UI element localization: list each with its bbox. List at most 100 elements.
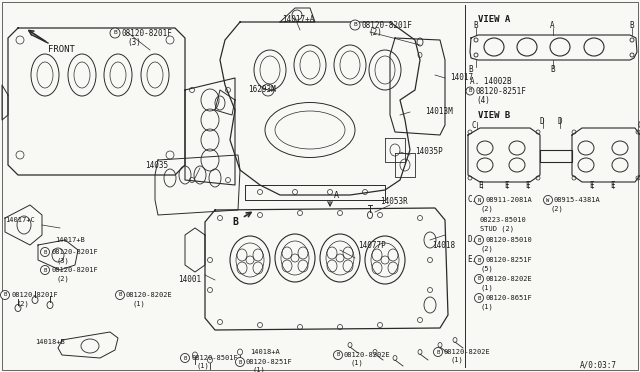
Text: 08120-8251F: 08120-8251F <box>476 87 527 96</box>
Text: (1): (1) <box>480 285 493 291</box>
Text: 08120-8251F: 08120-8251F <box>485 257 532 263</box>
Circle shape <box>180 353 189 362</box>
Circle shape <box>543 196 552 205</box>
Text: (1): (1) <box>450 357 463 363</box>
Text: 14077P: 14077P <box>358 241 386 250</box>
Text: 08120-8201F: 08120-8201F <box>51 249 98 255</box>
Text: (1): (1) <box>480 304 493 310</box>
Circle shape <box>474 196 483 205</box>
Circle shape <box>474 275 483 283</box>
Circle shape <box>433 347 442 356</box>
Text: STUD (2): STUD (2) <box>480 226 514 232</box>
Text: 08120-8202E: 08120-8202E <box>444 349 491 355</box>
Text: B: B <box>436 350 440 355</box>
Text: D: D <box>540 118 545 126</box>
Text: B: B <box>113 31 117 35</box>
Text: (1): (1) <box>350 360 363 366</box>
Text: B: B <box>550 65 555 74</box>
Text: B: B <box>353 22 357 28</box>
Text: 08120-8201F: 08120-8201F <box>362 20 413 29</box>
Text: B: B <box>238 359 242 365</box>
Circle shape <box>1 291 10 299</box>
Text: 08120-8201F: 08120-8201F <box>51 267 98 273</box>
Circle shape <box>474 294 483 302</box>
Text: E.: E. <box>467 256 476 264</box>
Circle shape <box>110 28 120 38</box>
Text: 08120-8202E: 08120-8202E <box>485 276 532 282</box>
Text: 08120-8651F: 08120-8651F <box>485 295 532 301</box>
Text: (2): (2) <box>368 29 382 38</box>
Text: 14017+C: 14017+C <box>5 217 35 223</box>
Circle shape <box>350 20 360 30</box>
Text: 08223-85010: 08223-85010 <box>480 217 527 223</box>
Text: D.: D. <box>467 235 476 244</box>
Text: B: B <box>477 295 481 301</box>
Text: 14017+B: 14017+B <box>55 237 84 243</box>
Text: B: B <box>629 22 634 31</box>
Text: B: B <box>232 217 238 227</box>
Circle shape <box>466 87 474 95</box>
Text: 16293M: 16293M <box>248 86 276 94</box>
Circle shape <box>474 256 483 264</box>
Text: N: N <box>477 198 481 202</box>
Text: (2): (2) <box>480 206 493 212</box>
Text: E: E <box>610 180 614 189</box>
Text: 08120-8251F: 08120-8251F <box>246 359 292 365</box>
Text: B: B <box>477 237 481 243</box>
Text: 08120-85010: 08120-85010 <box>485 237 532 243</box>
Text: 14018: 14018 <box>432 241 455 250</box>
Circle shape <box>40 247 49 257</box>
Text: 14013M: 14013M <box>425 108 452 116</box>
Text: B: B <box>473 22 477 31</box>
Text: W: W <box>547 198 550 202</box>
Text: 08120-8501F: 08120-8501F <box>191 355 237 361</box>
Text: A: A <box>334 190 339 199</box>
Text: (3): (3) <box>57 258 70 264</box>
Text: (3): (3) <box>127 38 141 46</box>
Text: C: C <box>638 121 640 129</box>
Circle shape <box>474 235 483 244</box>
Text: (5): (5) <box>480 266 493 272</box>
Circle shape <box>115 291 125 299</box>
Text: B: B <box>477 257 481 263</box>
Text: VIEW B: VIEW B <box>478 110 510 119</box>
Text: 14053R: 14053R <box>380 198 408 206</box>
Text: (4): (4) <box>476 96 490 105</box>
Circle shape <box>40 266 49 275</box>
Text: 08120-8202E: 08120-8202E <box>344 352 391 358</box>
Text: 14018+B: 14018+B <box>35 339 65 345</box>
Text: D: D <box>557 118 562 126</box>
Text: A. 14002B: A. 14002B <box>470 77 511 87</box>
Text: 08915-4381A: 08915-4381A <box>554 197 601 203</box>
Text: B: B <box>468 65 472 74</box>
Text: B: B <box>337 353 340 357</box>
Text: (1): (1) <box>252 367 265 372</box>
Text: 14018+A: 14018+A <box>250 349 280 355</box>
Text: 14017: 14017 <box>450 74 473 83</box>
Text: A: A <box>550 22 555 31</box>
Text: 14035P: 14035P <box>415 148 443 157</box>
Text: VIEW A: VIEW A <box>478 16 510 25</box>
Text: B: B <box>118 292 122 298</box>
Text: (2): (2) <box>17 301 29 307</box>
Text: (2): (2) <box>480 246 493 252</box>
Text: (1): (1) <box>132 301 145 307</box>
Text: (1): (1) <box>197 363 210 369</box>
Text: C: C <box>472 121 477 129</box>
Circle shape <box>236 357 244 366</box>
Text: A/0:03:7: A/0:03:7 <box>580 360 617 369</box>
Text: 08120-8201F: 08120-8201F <box>11 292 58 298</box>
Text: B: B <box>477 276 481 282</box>
Text: 08120-8202E: 08120-8202E <box>126 292 173 298</box>
Text: E: E <box>589 180 594 189</box>
Text: FRONT: FRONT <box>48 45 75 55</box>
Circle shape <box>333 350 342 359</box>
Text: B: B <box>44 250 47 254</box>
Text: B: B <box>44 267 47 273</box>
Text: 08120-8201F: 08120-8201F <box>122 29 173 38</box>
Text: B: B <box>468 89 472 93</box>
Text: (2): (2) <box>57 276 70 282</box>
Text: B: B <box>3 292 6 298</box>
Text: E: E <box>504 180 509 189</box>
Text: E: E <box>525 180 530 189</box>
